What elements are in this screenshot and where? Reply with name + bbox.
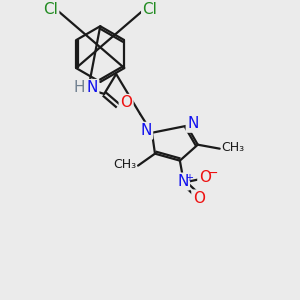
Text: N: N: [187, 116, 199, 131]
Text: N: N: [177, 174, 188, 189]
Text: O: O: [120, 95, 132, 110]
Text: Cl: Cl: [43, 2, 58, 17]
Text: O: O: [193, 191, 205, 206]
Text: Cl: Cl: [142, 2, 158, 17]
Text: +: +: [185, 172, 193, 182]
Text: O: O: [199, 170, 211, 185]
Text: N: N: [87, 80, 98, 95]
Text: H: H: [74, 80, 85, 95]
Text: CH₃: CH₃: [113, 158, 136, 171]
Text: −: −: [208, 167, 218, 180]
Text: N: N: [140, 123, 152, 138]
Text: CH₃: CH₃: [222, 141, 245, 154]
